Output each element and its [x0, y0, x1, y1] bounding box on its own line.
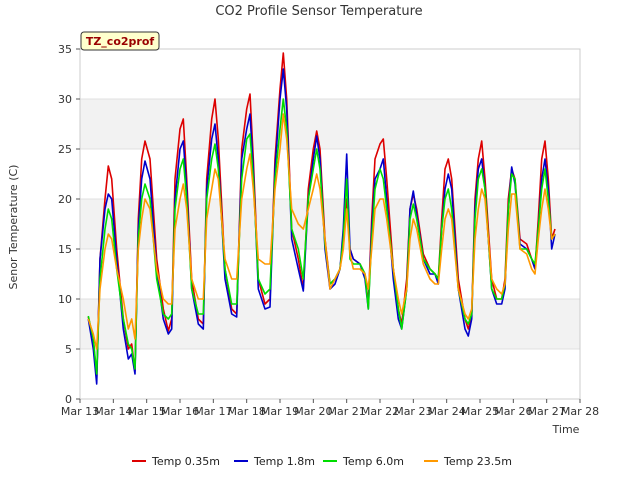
x-tick-label: Mar 27	[528, 405, 566, 418]
y-tick-label: 25	[58, 143, 72, 156]
series-line-4	[87, 113, 556, 350]
x-axis-label: Time	[552, 423, 580, 436]
y-tick-label: 5	[65, 343, 72, 356]
x-tick-label: Mar 16	[161, 405, 199, 418]
plot-band	[80, 49, 580, 99]
plot-band	[80, 249, 580, 299]
x-tick-label: Mar 14	[94, 405, 132, 418]
y-tick-label: 35	[58, 43, 72, 56]
y-tick-label: 0	[65, 393, 72, 406]
plot-band	[80, 199, 580, 249]
series-line-3	[87, 98, 556, 375]
x-tick-label: Mar 25	[461, 405, 499, 418]
legend-label: Temp 1.8m	[253, 455, 315, 468]
x-tick-label: Mar 18	[228, 405, 266, 418]
legend-label: Temp 23.5m	[443, 455, 512, 468]
x-tick-label: Mar 15	[128, 405, 166, 418]
x-tick-label: Mar 26	[494, 405, 532, 418]
x-tick-label: Mar 28	[561, 405, 599, 418]
y-tick-label: 15	[58, 243, 72, 256]
plot-band	[80, 349, 580, 399]
plot-band	[80, 99, 580, 149]
x-tick-label: Mar 22	[361, 405, 399, 418]
x-tick-label: Mar 13	[61, 405, 99, 418]
legend: Temp 0.35m Temp 1.8m Temp 6.0m Temp 23.5m	[132, 455, 512, 468]
site-badge: TZ_co2prof	[80, 31, 160, 51]
site-badge-box	[80, 31, 160, 51]
plot-band	[80, 299, 580, 349]
y-tick-label: 10	[58, 293, 72, 306]
legend-label: Temp 6.0m	[342, 455, 404, 468]
plot-background	[80, 49, 580, 399]
x-tick-label: Mar 24	[428, 405, 466, 418]
y-tick-label: 30	[58, 93, 72, 106]
y-axis-label: Senor Temperature (C)	[7, 165, 20, 290]
plot-frame	[79, 48, 581, 400]
series-line-2	[87, 68, 556, 385]
x-tick-label: Mar 20	[294, 405, 332, 418]
series-lines	[87, 52, 556, 385]
y-axis-ticks: 0 5 10 15 20 25 30 35	[58, 43, 80, 406]
plot-band	[80, 149, 580, 199]
x-tick-label: Mar 21	[328, 405, 366, 418]
site-badge-text: TZ_co2prof	[86, 35, 155, 48]
legend-label: Temp 0.35m	[151, 455, 220, 468]
y-tick-label: 20	[58, 193, 72, 206]
x-tick-label: Mar 19	[261, 405, 299, 418]
x-tick-label: Mar 23	[394, 405, 432, 418]
chart-title: CO2 Profile Sensor Temperature	[215, 4, 422, 19]
x-tick-label: Mar 17	[194, 405, 232, 418]
